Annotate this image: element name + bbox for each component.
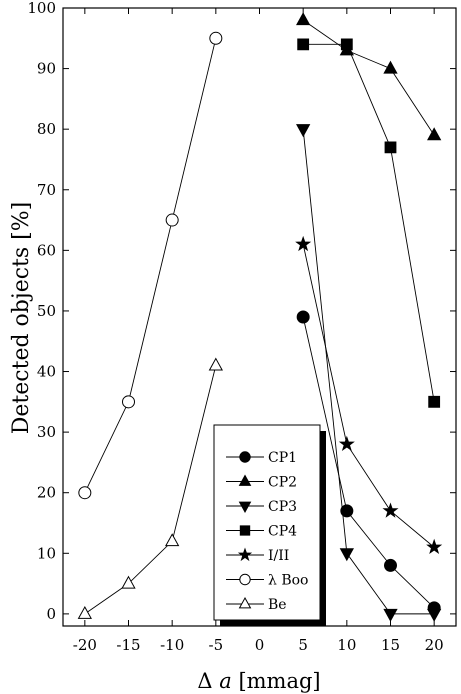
data-point: [296, 310, 310, 324]
data-point: [338, 435, 355, 452]
y-tick-label: 50: [37, 302, 56, 320]
data-point: [296, 12, 311, 26]
legend-label: CP3: [268, 499, 297, 515]
x-tick-label: 15: [381, 636, 400, 654]
data-point: [209, 31, 223, 45]
axis-ticks: -20 -15 -10 -5 0 5 10 15 20 0 10 20 30 40 50 60 70 80 90 10…: [27, 0, 456, 654]
x-tick-label: -5: [209, 636, 224, 654]
legend-marker: [238, 596, 252, 609]
series: [297, 38, 441, 408]
data-point: [384, 141, 397, 154]
series-line: [84, 38, 217, 493]
legend-marker: [237, 547, 253, 562]
series: [78, 31, 223, 500]
y-tick-label: 80: [37, 120, 56, 138]
y-tick-label: 40: [37, 363, 56, 381]
y-tick-label: 100: [27, 0, 56, 17]
x-tick-label: 20: [425, 636, 444, 654]
x-tick-label: -15: [116, 636, 140, 654]
y-tick-label: 70: [37, 181, 56, 199]
data-point: [383, 60, 398, 74]
data-point: [78, 486, 92, 500]
legend-label: CP1: [268, 450, 297, 466]
legend-label: CP4: [268, 524, 297, 540]
series-line: [302, 316, 435, 609]
data-point: [383, 608, 398, 622]
data-point: [165, 213, 179, 227]
y-axis-label: Detected objects [%]: [9, 202, 34, 434]
y-tick-label: 60: [37, 241, 56, 259]
y-tick-label: 30: [37, 423, 56, 441]
legend-marker: [239, 451, 251, 463]
series: [296, 124, 442, 622]
data-point: [295, 235, 312, 252]
series-line: [84, 365, 217, 615]
data-point: [340, 38, 353, 51]
y-tick-label: 0: [46, 605, 56, 623]
plot-frame: [62, 7, 457, 627]
data-point: [121, 575, 136, 589]
legend-box: [213, 424, 321, 621]
data-point: [340, 504, 354, 518]
series-line: [302, 129, 435, 615]
data-point: [122, 395, 135, 409]
series-line: [303, 43, 435, 402]
y-tick-label: 20: [37, 484, 56, 502]
data-point: [297, 38, 310, 51]
data-point: [426, 538, 443, 555]
y-tick-label: 10: [37, 544, 56, 562]
data-point: [296, 124, 311, 138]
legend-label: Be: [268, 597, 287, 613]
legend: CP1 CP2 CP3 CP4 I/II λ Boo Be: [213, 424, 326, 626]
series-layer: [77, 12, 443, 622]
series: [296, 310, 441, 615]
x-tick-label: 10: [337, 636, 356, 654]
legend-label: λ Boo: [268, 573, 308, 589]
series-line: [302, 19, 435, 136]
x-tick-label: -20: [73, 636, 97, 654]
legend-label: CP2: [268, 475, 297, 491]
x-axis-label: Δ a [mmag]: [197, 669, 320, 693]
data-point: [427, 608, 442, 622]
data-point: [208, 357, 223, 371]
series: [295, 235, 443, 555]
legend-marker: [239, 525, 251, 536]
series: [296, 12, 442, 141]
y-tick-label: 90: [37, 60, 56, 78]
data-point: [77, 605, 92, 619]
data-point: [382, 502, 399, 518]
legend-label: I/II: [268, 548, 289, 564]
x-tick-label: 5: [298, 636, 308, 654]
data-point: [428, 395, 441, 408]
data-point: [165, 533, 180, 547]
data-point: [384, 558, 397, 572]
series: [77, 357, 223, 619]
data-point: [339, 548, 354, 562]
legend-marker: [238, 501, 252, 514]
x-tick-label: -10: [160, 636, 184, 654]
series-line: [302, 244, 435, 548]
legend-marker: [238, 474, 252, 486]
x-tick-label: 0: [255, 636, 265, 654]
data-point: [427, 127, 442, 141]
legend-marker: [239, 573, 251, 586]
